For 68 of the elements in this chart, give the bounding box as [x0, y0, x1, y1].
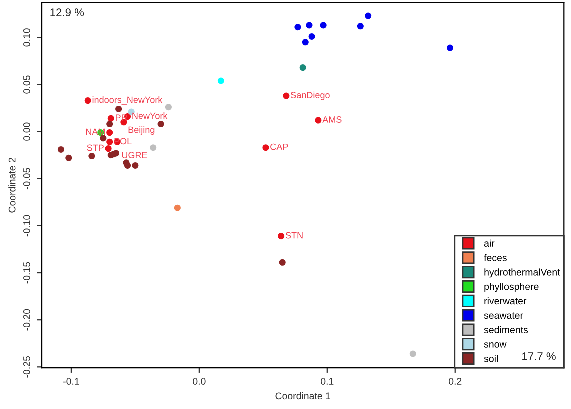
point — [410, 350, 416, 358]
point — [283, 92, 290, 100]
point — [365, 12, 372, 20]
y-tick-label: 0.00 — [23, 122, 30, 141]
legend-label: seawater — [484, 312, 524, 320]
annotation: NewYork — [132, 112, 168, 120]
point — [66, 154, 72, 162]
point — [88, 153, 96, 160]
annotation: STP — [87, 144, 104, 152]
x-tick-label: 0.1 — [321, 378, 334, 385]
point — [315, 117, 322, 124]
point — [124, 162, 132, 169]
point — [58, 146, 64, 153]
point — [158, 121, 164, 128]
annotation: indoors_NewYork — [92, 96, 163, 105]
annotation: STN — [286, 232, 303, 239]
x-axis-title: Coordinate 1 — [276, 392, 330, 400]
point — [306, 22, 313, 29]
point — [300, 64, 306, 72]
point — [106, 138, 114, 146]
annotation: Beijing — [128, 126, 155, 135]
legend-label: snow — [484, 342, 507, 348]
y-tick-label: -0.25 — [23, 356, 30, 378]
point — [320, 22, 327, 29]
x-tick-label: -0.1 — [64, 378, 80, 385]
y-tick-label: -0.05 — [23, 168, 30, 190]
point — [278, 233, 285, 240]
y-axis-title: Coordinate 2 — [8, 158, 16, 213]
point — [294, 24, 302, 31]
point — [105, 146, 112, 152]
legend-label: riverwater — [484, 298, 527, 305]
point — [100, 135, 107, 142]
legend-label: sediments — [484, 326, 528, 334]
annotation: UGRE — [122, 152, 148, 158]
y-tick-label: 0.10 — [23, 28, 30, 47]
annotation: AMS — [322, 116, 342, 123]
point — [106, 130, 114, 136]
annotation: 12.9 % — [50, 8, 84, 17]
point — [262, 144, 270, 152]
point — [279, 259, 286, 266]
point — [165, 104, 172, 111]
point — [112, 150, 120, 157]
legend-label: feces — [484, 254, 507, 262]
legend-label: soil — [484, 355, 498, 362]
legend-label: air — [484, 240, 495, 248]
point — [174, 204, 181, 212]
point — [446, 44, 454, 52]
y-tick-label: -0.15 — [23, 262, 30, 284]
point — [302, 39, 309, 46]
point — [150, 144, 157, 152]
point — [116, 106, 122, 112]
point — [357, 23, 364, 30]
annotation: SanDiego — [291, 92, 330, 100]
y-tick-label: -0.10 — [23, 215, 30, 237]
x-tick-label: 0.0 — [193, 378, 206, 385]
legend-label: hydrothermalVent — [484, 268, 560, 278]
annotation: 17.7 % — [522, 352, 556, 360]
legend-label: phyllosphere — [484, 283, 539, 292]
annotation: CAP — [270, 144, 288, 150]
point — [218, 78, 224, 84]
x-tick-label: 0.2 — [448, 378, 462, 385]
y-tick-label: 0.05 — [23, 76, 30, 94]
point — [132, 162, 139, 169]
point — [106, 121, 114, 128]
point — [84, 98, 92, 104]
point — [108, 115, 114, 122]
point — [308, 33, 316, 40]
y-tick-label: -0.20 — [23, 309, 30, 331]
